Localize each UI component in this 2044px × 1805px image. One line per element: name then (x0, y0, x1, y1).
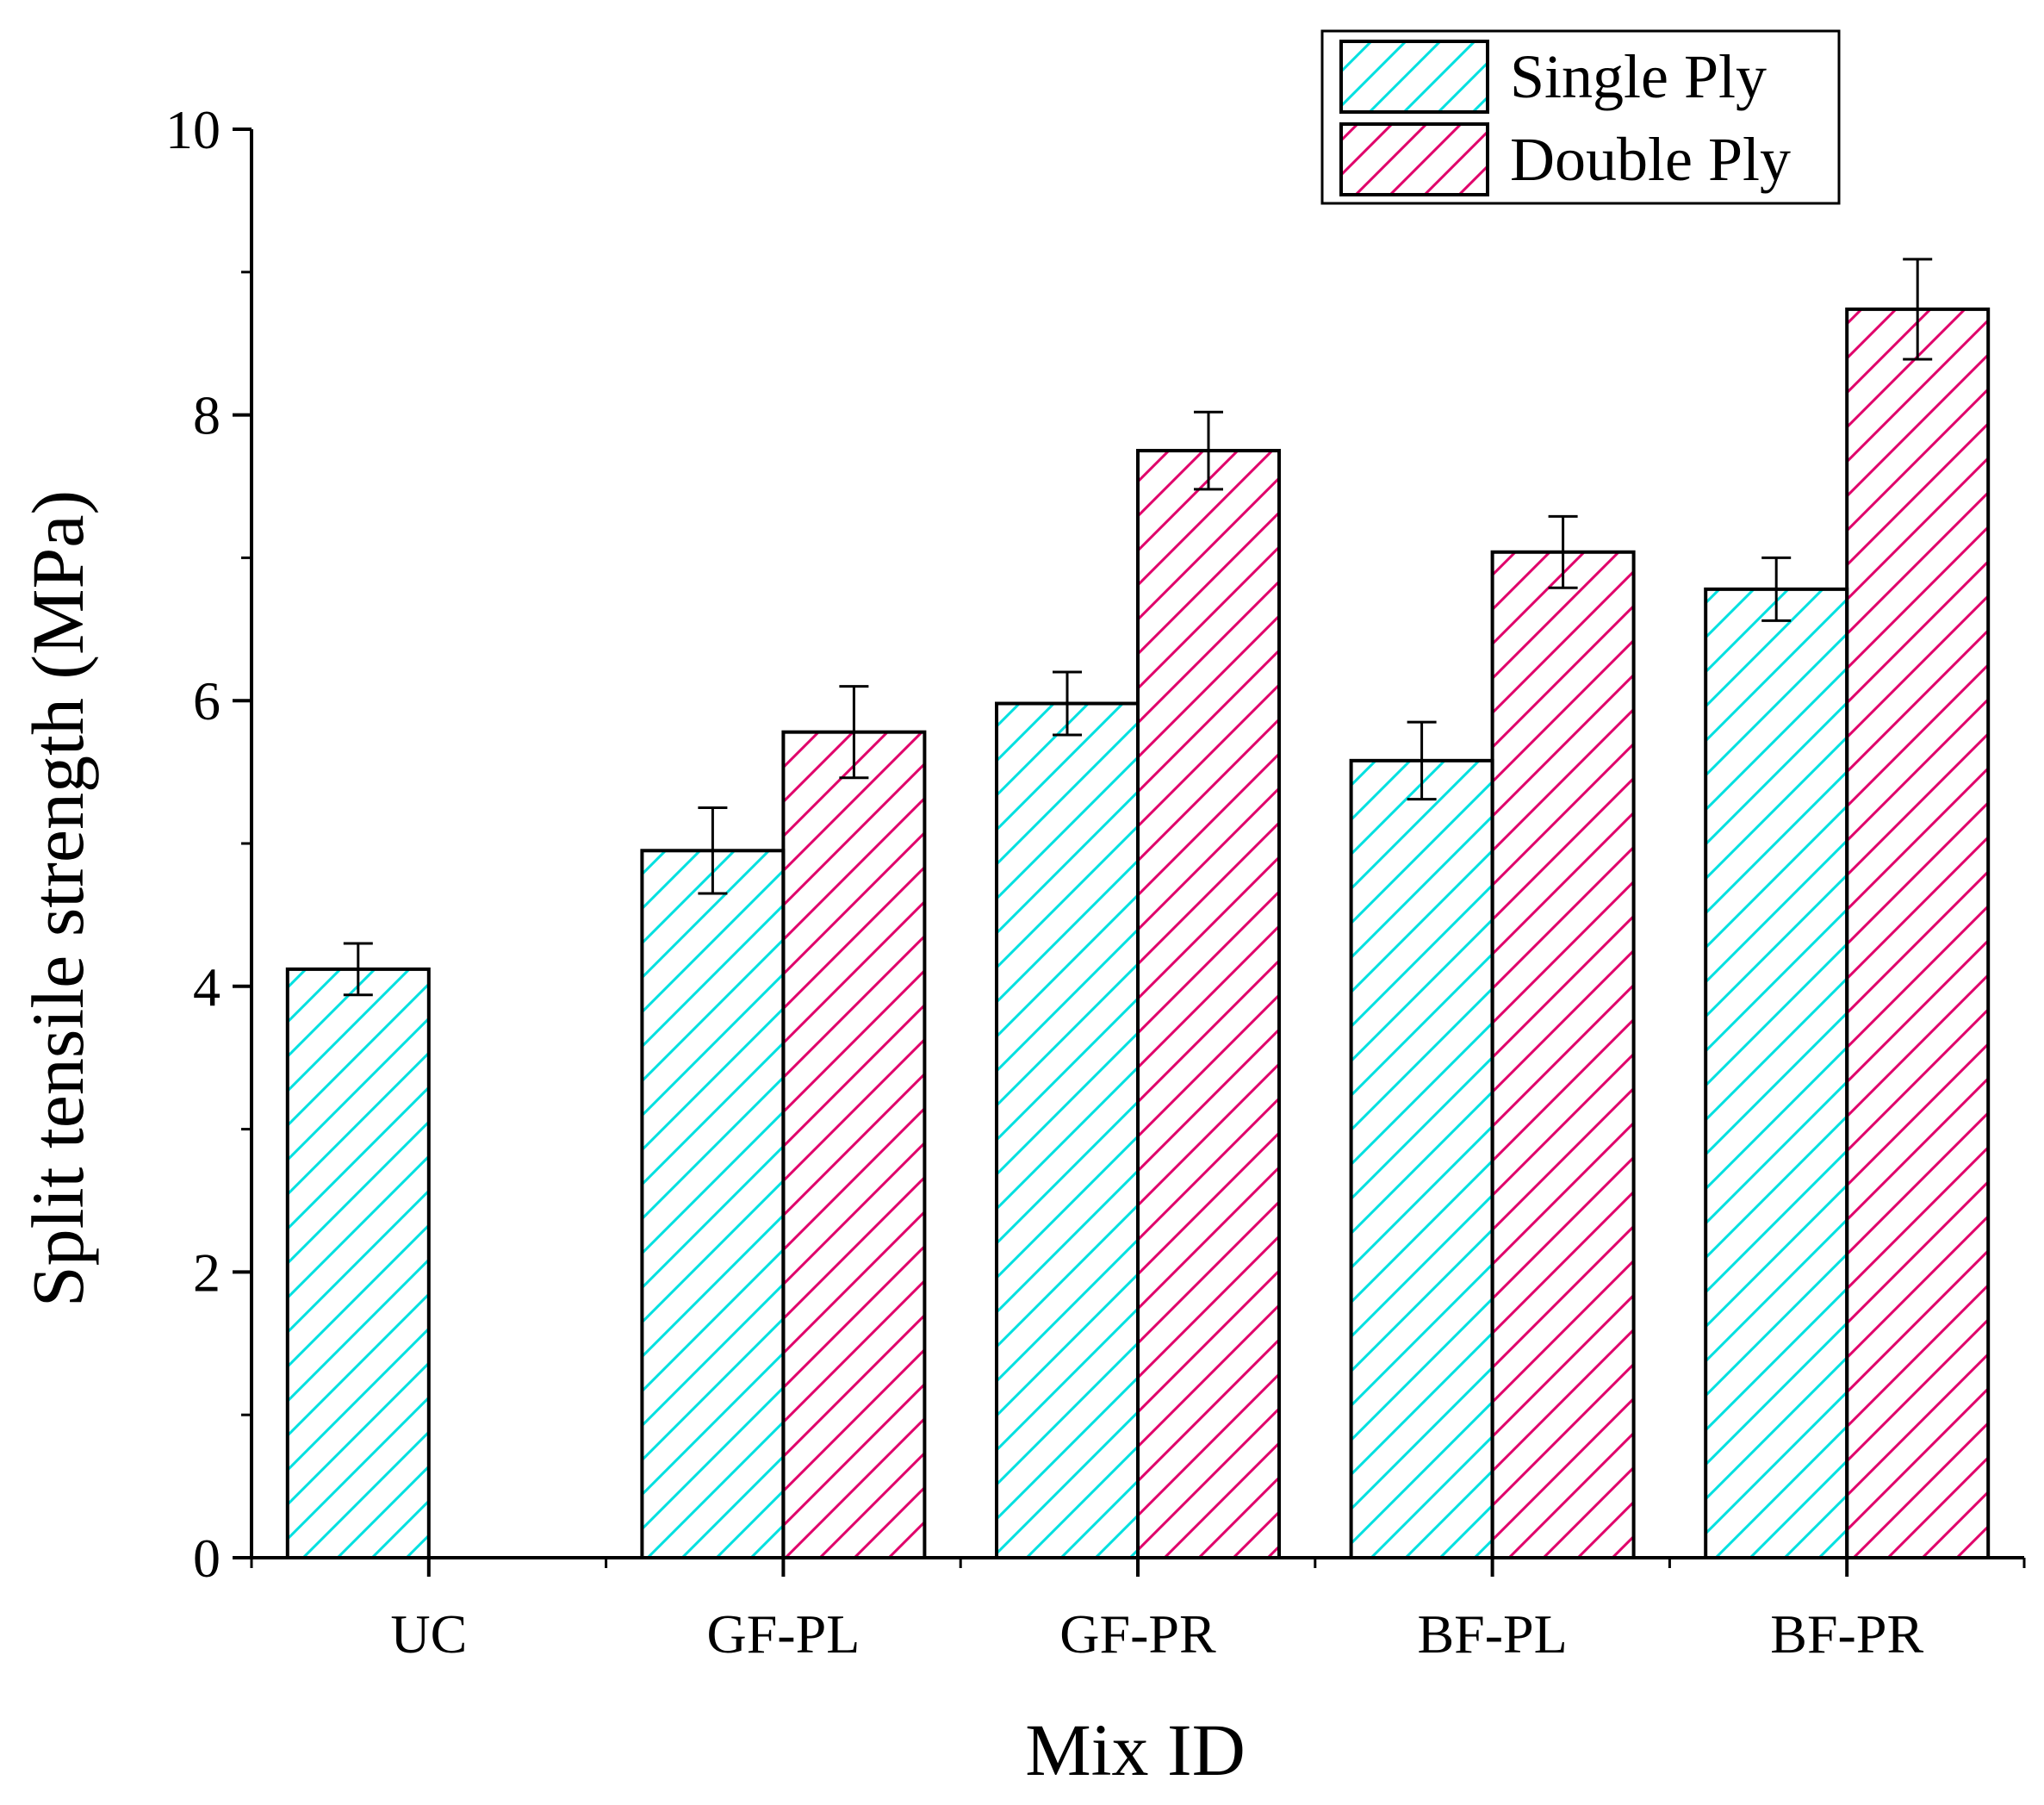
error-bar-bf-pr-double-ply (1903, 258, 1933, 361)
error-bar-gf-pl-single-ply (698, 806, 728, 895)
error-bars-group (343, 258, 1933, 997)
y-tick-label: 2 (193, 1242, 221, 1303)
plot-area (285, 258, 1991, 1560)
bar-bf-pl-double-ply (1490, 550, 1636, 1560)
bar-bf-pr-single-ply (1704, 587, 1849, 1559)
legend-label-double-ply: Double Ply (1510, 125, 1791, 194)
x-axis: UC GF-PL GF-PR BF-PL BF-PR (250, 1556, 2026, 1665)
y-tick-label: 6 (193, 670, 221, 731)
legend-label-single-ply: Single Ply (1510, 42, 1767, 111)
y-tick-label: 10 (165, 99, 221, 160)
x-tick-label-bf-pr: BF-PR (1770, 1603, 1923, 1665)
bar-gf-pl-single-ply (640, 849, 786, 1559)
legend-swatch-single-ply (1339, 40, 1489, 114)
bar-gf-pr-double-ply (1136, 449, 1281, 1559)
x-axis-title: Mix ID (1025, 1709, 1246, 1791)
y-tick-label: 0 (193, 1528, 221, 1589)
error-bar-gf-pl-double-ply (839, 685, 869, 780)
error-bar-bf-pr-single-ply (1761, 556, 1792, 622)
x-tick-label-bf-pl: BF-PL (1417, 1603, 1567, 1665)
bar-gf-pl-double-ply (781, 730, 927, 1559)
x-tick-label-uc: UC (390, 1603, 467, 1665)
error-bar-bf-pl-double-ply (1548, 514, 1578, 589)
bar-bf-pl-single-ply (1349, 758, 1494, 1559)
bars-group (285, 307, 1991, 1560)
error-bar-bf-pl-single-ply (1407, 720, 1437, 801)
legend: Single Ply Double Ply (1320, 29, 1841, 205)
y-axis-title: Split tensile strength (MPa) (16, 490, 99, 1307)
error-bar-gf-pr-double-ply (1194, 410, 1223, 491)
x-tick-label-gf-pr: GF-PR (1059, 1603, 1216, 1665)
x-tick-label-gf-pl: GF-PL (706, 1603, 860, 1665)
bar-uc-single-ply (285, 967, 431, 1560)
bar-bf-pr-double-ply (1845, 307, 1991, 1560)
bar-gf-pr-single-ply (995, 701, 1140, 1559)
error-bar-gf-pr-single-ply (1053, 670, 1082, 737)
legend-swatch-double-ply (1339, 122, 1489, 196)
y-tick-label: 4 (193, 956, 221, 1018)
y-axis: 0 2 4 6 8 10 (165, 99, 253, 1589)
y-tick-label: 8 (193, 385, 221, 446)
error-bar-uc-single-ply (343, 942, 373, 997)
